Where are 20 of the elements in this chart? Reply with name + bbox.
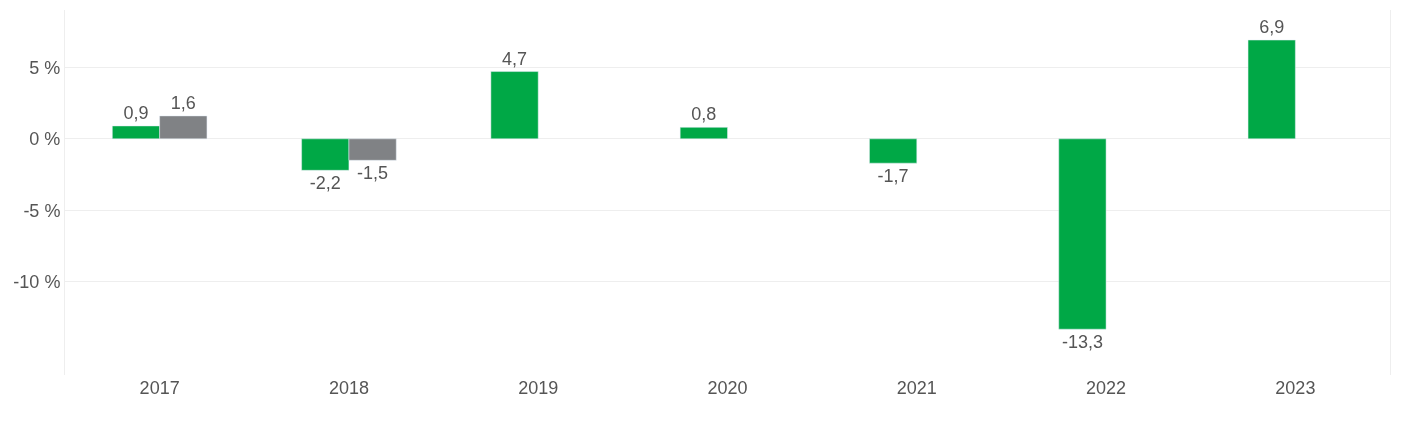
y-tick-label: 0 % [29, 129, 61, 150]
data-label: -2,2 [309, 173, 341, 194]
data-label: 6,9 [1259, 17, 1285, 38]
x-tick-label: 2017 [139, 378, 180, 398]
y-tick-label: -5 % [23, 200, 61, 221]
x-tick-label: 2021 [896, 378, 937, 398]
x-tick-label: 2019 [518, 378, 559, 398]
x-tick-label: 2020 [707, 378, 748, 398]
y-tick-label: -10 % [13, 272, 61, 293]
data-label: -1,7 [877, 166, 909, 187]
data-label: 4,7 [502, 48, 528, 69]
x-tick-label: 2018 [328, 378, 369, 398]
data-label: 0,8 [691, 104, 717, 125]
data-label: -13,3 [1061, 332, 1103, 353]
data-label: 0,9 [123, 102, 149, 123]
x-tick-label: 2022 [1086, 378, 1127, 398]
y-tick-label: 5 % [29, 57, 61, 78]
x-tick-label: 2023 [1275, 378, 1316, 398]
data-label: -1,5 [357, 163, 389, 184]
data-label: 1,6 [170, 92, 196, 113]
